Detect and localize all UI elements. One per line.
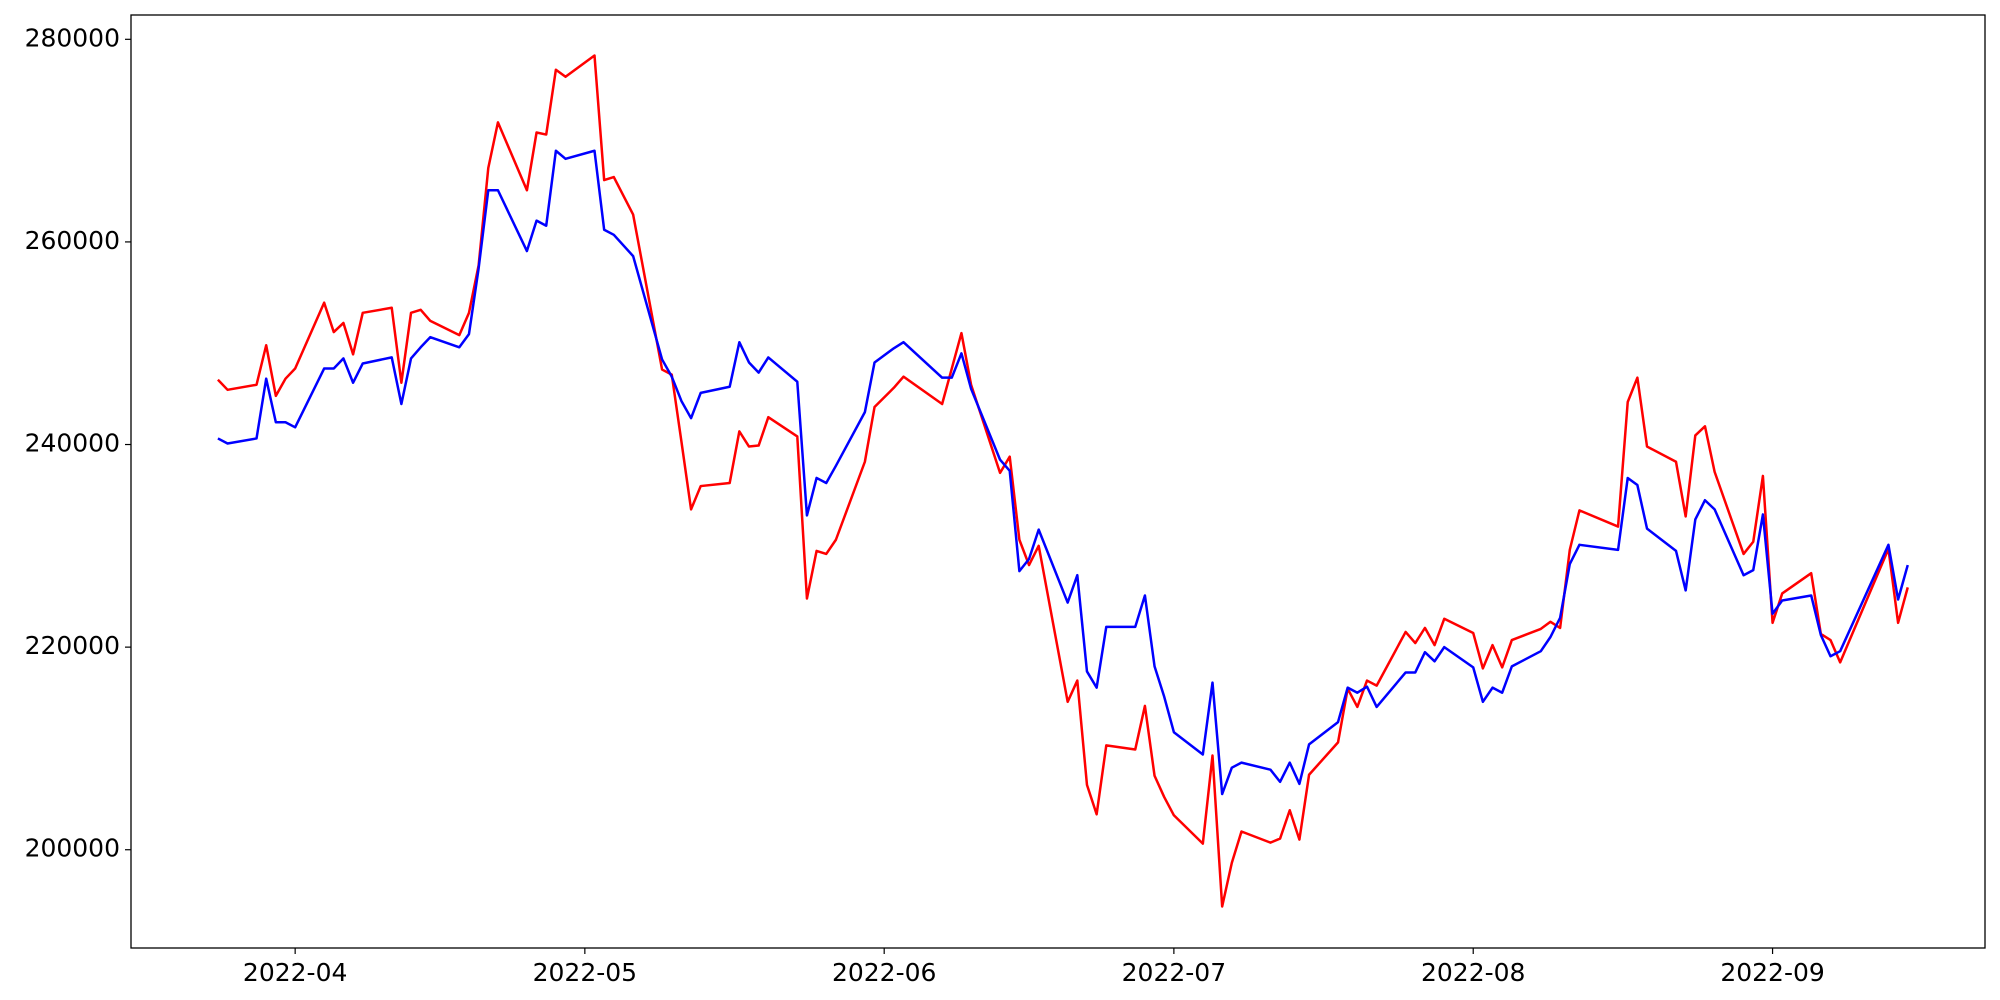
x-tick-label: 2022-09 [1720, 958, 1824, 987]
series-line [217, 54, 1909, 908]
x-tick-label: 2022-06 [832, 958, 936, 987]
x-tick-label: 2022-05 [533, 958, 637, 987]
x-tick-label: 2022-08 [1421, 958, 1525, 987]
x-tick-label: 2022-07 [1122, 958, 1226, 987]
y-tick-label: 260000 [25, 226, 120, 255]
x-tick-label: 2022-04 [243, 958, 347, 987]
y-tick-label: 280000 [25, 23, 120, 52]
y-tick-label: 220000 [25, 631, 120, 660]
plot-frame [130, 14, 1986, 949]
y-tick-label: 200000 [25, 834, 120, 863]
y-tick-label: 240000 [25, 429, 120, 458]
series-line [217, 149, 1909, 796]
